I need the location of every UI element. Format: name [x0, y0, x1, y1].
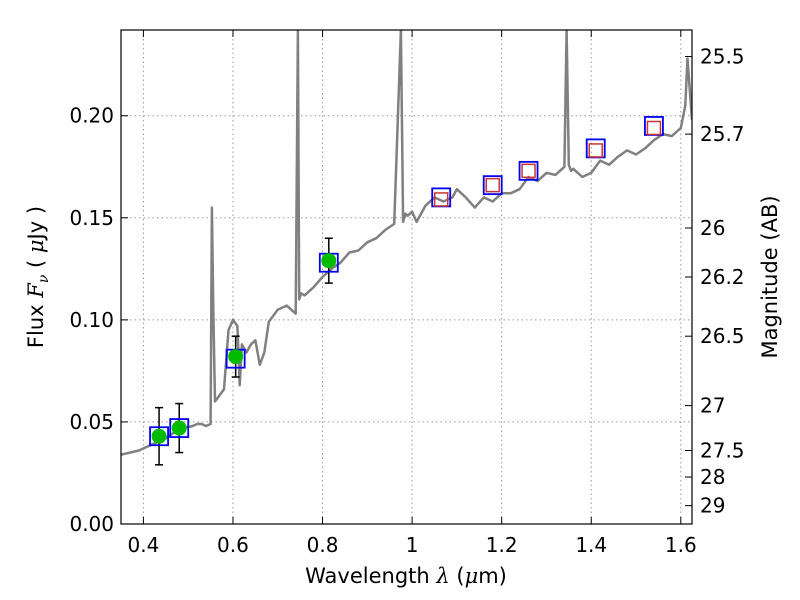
predicted-square	[521, 163, 536, 179]
y2-tick-label: 25.5	[700, 45, 745, 69]
model-band-square	[482, 175, 503, 196]
y2-tick-label: 25.7	[700, 122, 745, 146]
x-axis-title: Wavelength λ (μm)	[305, 564, 507, 588]
y-tick-label: 0.10	[69, 308, 114, 332]
model-sed-line	[121, 30, 692, 456]
y2-tick-label: 27.5	[700, 439, 745, 463]
y2-tick-label: 28	[700, 465, 725, 489]
x-tick-label: 1	[406, 533, 419, 557]
predicted-square	[485, 177, 500, 193]
observed-point	[171, 420, 187, 436]
predicted-square	[433, 192, 449, 207]
y-tick-label: 0.15	[69, 206, 114, 230]
grid	[121, 30, 692, 524]
y-tick-label: 0.00	[69, 512, 114, 536]
x-tick-label: 1.2	[486, 533, 518, 557]
x-tick-label: 1.4	[575, 533, 607, 557]
y2-tick-label: 29	[700, 494, 725, 518]
model-sed-series	[121, 30, 692, 456]
y-axis-title: Flux Fν ( μJy )	[24, 206, 52, 348]
observed-point	[151, 428, 167, 444]
model-band-square	[518, 160, 539, 181]
y2-tick-label: 26.5	[700, 324, 745, 348]
model-band-square	[149, 426, 169, 447]
observed-point	[321, 253, 337, 269]
predicted-square	[588, 143, 603, 158]
y2-tick-label: 26.2	[700, 265, 745, 289]
x-tick-label: 0.4	[127, 533, 159, 557]
y-tick-label: 0.20	[69, 104, 114, 128]
x-tick-label: 1.6	[665, 533, 697, 557]
x-tick-label: 0.8	[307, 533, 339, 557]
photometry-points	[149, 116, 664, 466]
y2-tick-label: 26	[700, 216, 725, 240]
x-tick-label: 0.6	[217, 533, 249, 557]
y-tick-label: 0.05	[69, 410, 114, 434]
predicted-square	[646, 120, 662, 136]
y2-axis-title: Magnitude (AB)	[758, 195, 782, 358]
y2-tick-label: 27	[700, 394, 725, 418]
plot-frame	[120, 29, 693, 525]
model-band-square	[169, 418, 190, 438]
axis-ticks: 0.4 0.6 0.8 1 1.2 1.4 1.6 0.00 0.05 0.10 0.15 0.20 2…	[69, 30, 745, 557]
observed-point	[228, 349, 244, 365]
